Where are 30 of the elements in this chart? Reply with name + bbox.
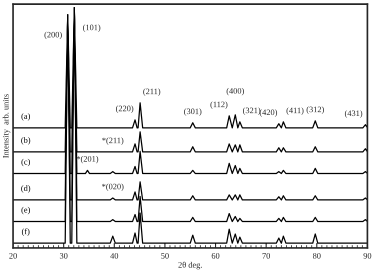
x-tick-label: 60 xyxy=(212,253,220,259)
annotation: (220) xyxy=(116,105,134,113)
x-tick-label: 90 xyxy=(364,253,372,259)
series-label: (f) xyxy=(22,228,30,236)
series-label: (e) xyxy=(21,206,30,214)
annotation: (431) xyxy=(344,110,362,118)
x-axis-title: 2θ deg. xyxy=(178,262,202,270)
series-label: (d) xyxy=(21,185,30,193)
annotation: (411) xyxy=(286,107,304,115)
x-tick-label: 30 xyxy=(60,253,68,259)
x-tick-label: 70 xyxy=(262,253,270,259)
x-tick-label: 40 xyxy=(110,253,118,259)
annotation: (211) xyxy=(143,88,160,96)
x-tick-label: 20 xyxy=(9,253,17,259)
series-label: (c) xyxy=(21,158,30,166)
annotation: (312) xyxy=(306,106,324,114)
annotation: (420) xyxy=(260,109,278,117)
annotation: (321) xyxy=(242,107,260,115)
series-label: (a) xyxy=(21,113,30,121)
annotation: (101) xyxy=(83,24,100,32)
x-tick-label: 50 xyxy=(161,253,169,259)
annotation: (301) xyxy=(184,108,202,116)
x-tick-label: 80 xyxy=(312,253,321,259)
y-axis-title: Intensity arb. units xyxy=(2,94,10,158)
annotation: (400) xyxy=(226,88,244,96)
annotation: (200) xyxy=(44,32,62,40)
annotation: *(211) xyxy=(102,137,124,145)
series-label: (b) xyxy=(21,137,30,145)
annotation: (112) xyxy=(210,101,228,109)
annotation: *(020) xyxy=(102,183,124,192)
